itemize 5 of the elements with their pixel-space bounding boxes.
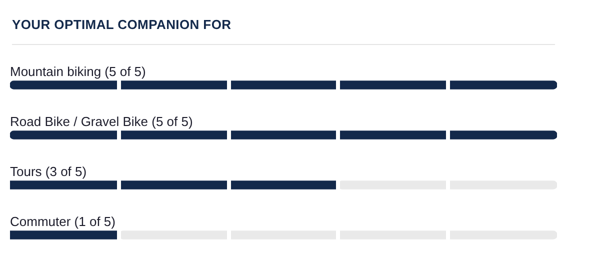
y-tick-label: Road Bike / Gravel Bike (5 of 5) bbox=[10, 114, 193, 129]
chart-title: YOUR OPTIMAL COMPANION FOR bbox=[12, 17, 232, 32]
y-tick-label: Commuter (1 of 5) bbox=[10, 214, 116, 229]
y-tick-label: Mountain biking (5 of 5) bbox=[10, 64, 146, 79]
y-tick-label: Tours (3 of 5) bbox=[10, 164, 87, 179]
